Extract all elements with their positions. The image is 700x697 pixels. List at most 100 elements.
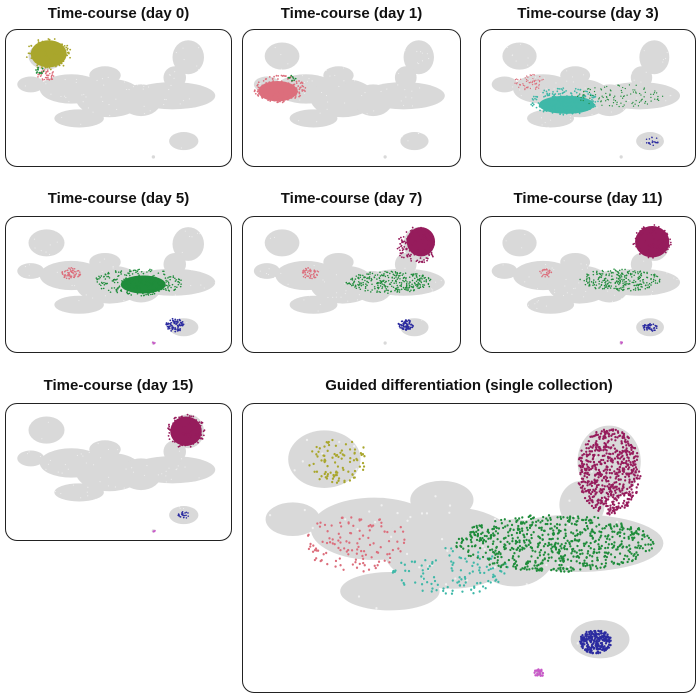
background-speckle [588, 144, 590, 146]
background-speckle [103, 84, 105, 86]
day5-cells-point [616, 282, 619, 284]
day15-cluster-scatter-point [174, 420, 177, 423]
day1-cells-point [308, 272, 311, 275]
day3-cluster-scatter-point [565, 112, 568, 115]
background-speckle [336, 607, 340, 611]
day0-cells-point [361, 468, 365, 472]
day5-cells-point [373, 276, 376, 278]
day5-cells-point [526, 565, 529, 568]
day5-cells-point [503, 518, 506, 521]
day15-cluster-scatter-point [186, 421, 188, 424]
background-speckle [492, 250, 494, 252]
background-speckle [545, 305, 547, 307]
day5-cluster-scatter-point [105, 283, 107, 285]
day5-cells-point [604, 558, 607, 562]
background-speckle [280, 295, 282, 298]
day3-cluster-scatter-point [585, 106, 587, 109]
background-speckle [495, 276, 497, 279]
day5-cells-point [607, 543, 610, 546]
background-speckle [21, 319, 24, 321]
day5-cells-point [604, 281, 606, 284]
blue-cells-point [182, 323, 185, 326]
background-speckle [615, 333, 618, 335]
day5-cells-point [495, 552, 498, 555]
day5-cells-point [477, 528, 480, 532]
day15-cluster-scatter-point [178, 419, 181, 421]
day1-cells-point [530, 74, 533, 77]
day11-cluster-scatter-point [662, 233, 665, 236]
background-speckle [19, 332, 22, 334]
day5-cluster-scatter-point [179, 285, 182, 288]
day15-cluster-scatter-point [181, 442, 183, 445]
background-speckle [179, 103, 181, 105]
day5-cells-point [598, 272, 601, 275]
day1-cells-point [342, 568, 345, 571]
day5-cluster-scatter-point [177, 280, 180, 283]
day5-cells-point [612, 272, 614, 274]
day1-cells-point [519, 84, 521, 86]
blue-cells-point [181, 321, 184, 323]
umap-panel-day1 [242, 29, 461, 167]
day5-cells-point [625, 277, 628, 280]
day5-cells-point [408, 284, 411, 287]
day5-cells-point [371, 283, 373, 286]
day15-cluster [170, 416, 202, 446]
background-speckle [545, 563, 548, 567]
background-speckle [123, 487, 125, 489]
day7-cluster-scatter-point [399, 254, 401, 257]
day5-cells-point [650, 547, 653, 550]
day5-cluster-scatter-point [104, 278, 107, 280]
background-speckle [273, 276, 275, 278]
day1-cells-point [362, 561, 365, 565]
day7-cluster-scatter-point [417, 250, 420, 253]
background-speckle [593, 245, 595, 247]
day5-cluster-scatter-point [123, 278, 125, 281]
day11-cluster-scatter-point [652, 255, 655, 258]
day5-cells-point [493, 551, 496, 554]
day1-cluster-scatter-point [273, 94, 276, 97]
day3-cells-point [451, 589, 454, 592]
day3-cells-point [470, 588, 473, 591]
day1-cells-point [362, 557, 365, 561]
day5-cells-point [600, 562, 603, 566]
day5-cells-point [582, 94, 584, 96]
background-speckle [344, 292, 346, 295]
day5-cells-point [653, 92, 656, 94]
day5-cells-point [502, 563, 505, 566]
day5-cells-point [625, 546, 628, 549]
day7-cells-point [636, 483, 640, 486]
day5-cells-point [389, 272, 391, 275]
background-speckle [180, 295, 182, 297]
day1-cells-point [360, 518, 363, 521]
day1-cells-point [539, 270, 541, 273]
day3-cells-point [451, 563, 454, 567]
day5-cells-point [618, 289, 620, 292]
background-speckle [138, 512, 141, 514]
background-cell-region-1 [17, 76, 45, 93]
background-speckle [519, 89, 521, 91]
background-speckle [549, 624, 553, 627]
background-speckle [516, 626, 519, 629]
day15-cluster-scatter-point [176, 435, 179, 438]
day3-cluster-scatter-point [559, 95, 562, 98]
day5-cells-point [554, 559, 557, 563]
background-speckle [536, 288, 539, 290]
day5-cluster-scatter-point [119, 271, 122, 274]
day3-cells-point [475, 582, 479, 585]
day5-cells-point [399, 284, 401, 287]
day0-cluster-scatter-point [54, 51, 57, 54]
background-speckle [527, 57, 529, 59]
umap-plot-day3 [491, 38, 690, 159]
day7-cells-point [613, 512, 616, 515]
day1-cluster-scatter-point [260, 95, 263, 98]
day5-cluster-scatter-point [129, 269, 131, 271]
day5-cells-point [638, 277, 641, 280]
background-speckle [441, 65, 443, 67]
background-speckle [626, 239, 628, 241]
background-speckle [344, 518, 347, 521]
day5-cells-point [591, 536, 594, 539]
background-speckle [281, 68, 283, 70]
day5-cells-point [530, 546, 534, 550]
background-speckle [186, 312, 189, 314]
day1-cluster-scatter-point [264, 78, 267, 81]
